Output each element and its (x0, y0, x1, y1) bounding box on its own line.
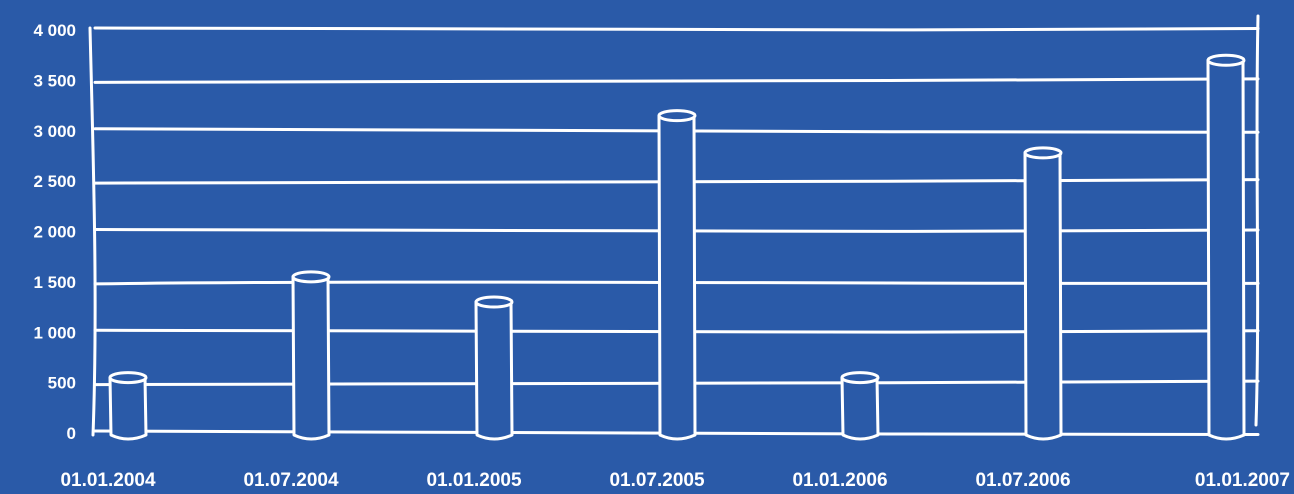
bar-body (1025, 152, 1061, 439)
bar-01.07.2006 (1023, 146, 1063, 441)
x-category-label: 01.07.2005 (609, 470, 705, 491)
bar-body (659, 115, 695, 438)
y-axis-tick-labels: 0 500 1 000 1 500 2 000 2 500 3 000 3 500 4 000 (33, 21, 76, 443)
bar-01.07.2004 (291, 270, 331, 441)
bar-body (1208, 60, 1244, 438)
x-category-label: 01.01.2005 (426, 470, 522, 491)
gridline (93, 26, 1260, 32)
gridline (93, 228, 1260, 233)
bar-top-ellipse (657, 109, 697, 123)
bar-top-ellipse (840, 371, 880, 385)
bar-01.01.2005 (474, 295, 514, 441)
bar-outline (840, 376, 880, 441)
gridline (93, 429, 1260, 437)
x-category-label: 01.01.2006 (792, 470, 887, 491)
x-axis-category-labels: 01.01.2004 01.07.2004 01.01.2005 01.07.2005… (60, 470, 1290, 491)
bar-outline (657, 114, 697, 441)
y-tick-label: 3 000 (33, 122, 76, 141)
bar-01.01.2004 (108, 371, 148, 441)
bar-outline (474, 300, 514, 441)
bar-01.01.2007 (1206, 53, 1246, 441)
gridline (93, 328, 1260, 334)
y-tick-label: 0 (67, 424, 76, 443)
x-category-label: 01.01.2007 (1195, 470, 1290, 491)
y-tick-label: 1 000 (33, 323, 76, 342)
bar-body (476, 302, 512, 438)
gridline (93, 280, 1260, 286)
bar-top-ellipse (1206, 53, 1246, 67)
axes (88, 14, 1260, 437)
bar-top-ellipse (474, 295, 514, 309)
bar-body (293, 276, 329, 438)
gridlines (93, 26, 1260, 437)
bar-01.01.2006 (840, 371, 880, 441)
bar-01.07.2005 (657, 109, 697, 441)
bar-top-ellipse (108, 371, 148, 385)
bar-outline (1206, 58, 1246, 441)
bar-outline (108, 376, 148, 441)
bar-top-ellipse (291, 270, 331, 284)
bar-top-ellipse (1023, 146, 1063, 160)
bar-outline (291, 275, 331, 441)
right-frame-line (1254, 14, 1260, 427)
y-tick-label: 4 000 (33, 21, 76, 40)
bars (108, 53, 1246, 441)
y-tick-label: 3 500 (33, 71, 76, 90)
gridline (93, 127, 1260, 134)
y-tick-label: 1 500 (33, 273, 76, 292)
y-tick-label: 2 000 (33, 223, 76, 242)
bar-outline (1023, 151, 1063, 441)
bar-body (842, 377, 878, 438)
gridline (93, 77, 1260, 84)
bar-body (110, 377, 146, 438)
x-category-label: 01.07.2006 (975, 470, 1070, 491)
x-category-label: 01.01.2004 (60, 470, 156, 491)
x-category-label: 01.07.2004 (243, 470, 339, 491)
gridline (93, 379, 1260, 387)
y-tick-label: 2 500 (33, 172, 76, 191)
y-axis-line (88, 26, 97, 437)
gridline (93, 178, 1260, 185)
y-tick-label: 500 (48, 374, 76, 393)
